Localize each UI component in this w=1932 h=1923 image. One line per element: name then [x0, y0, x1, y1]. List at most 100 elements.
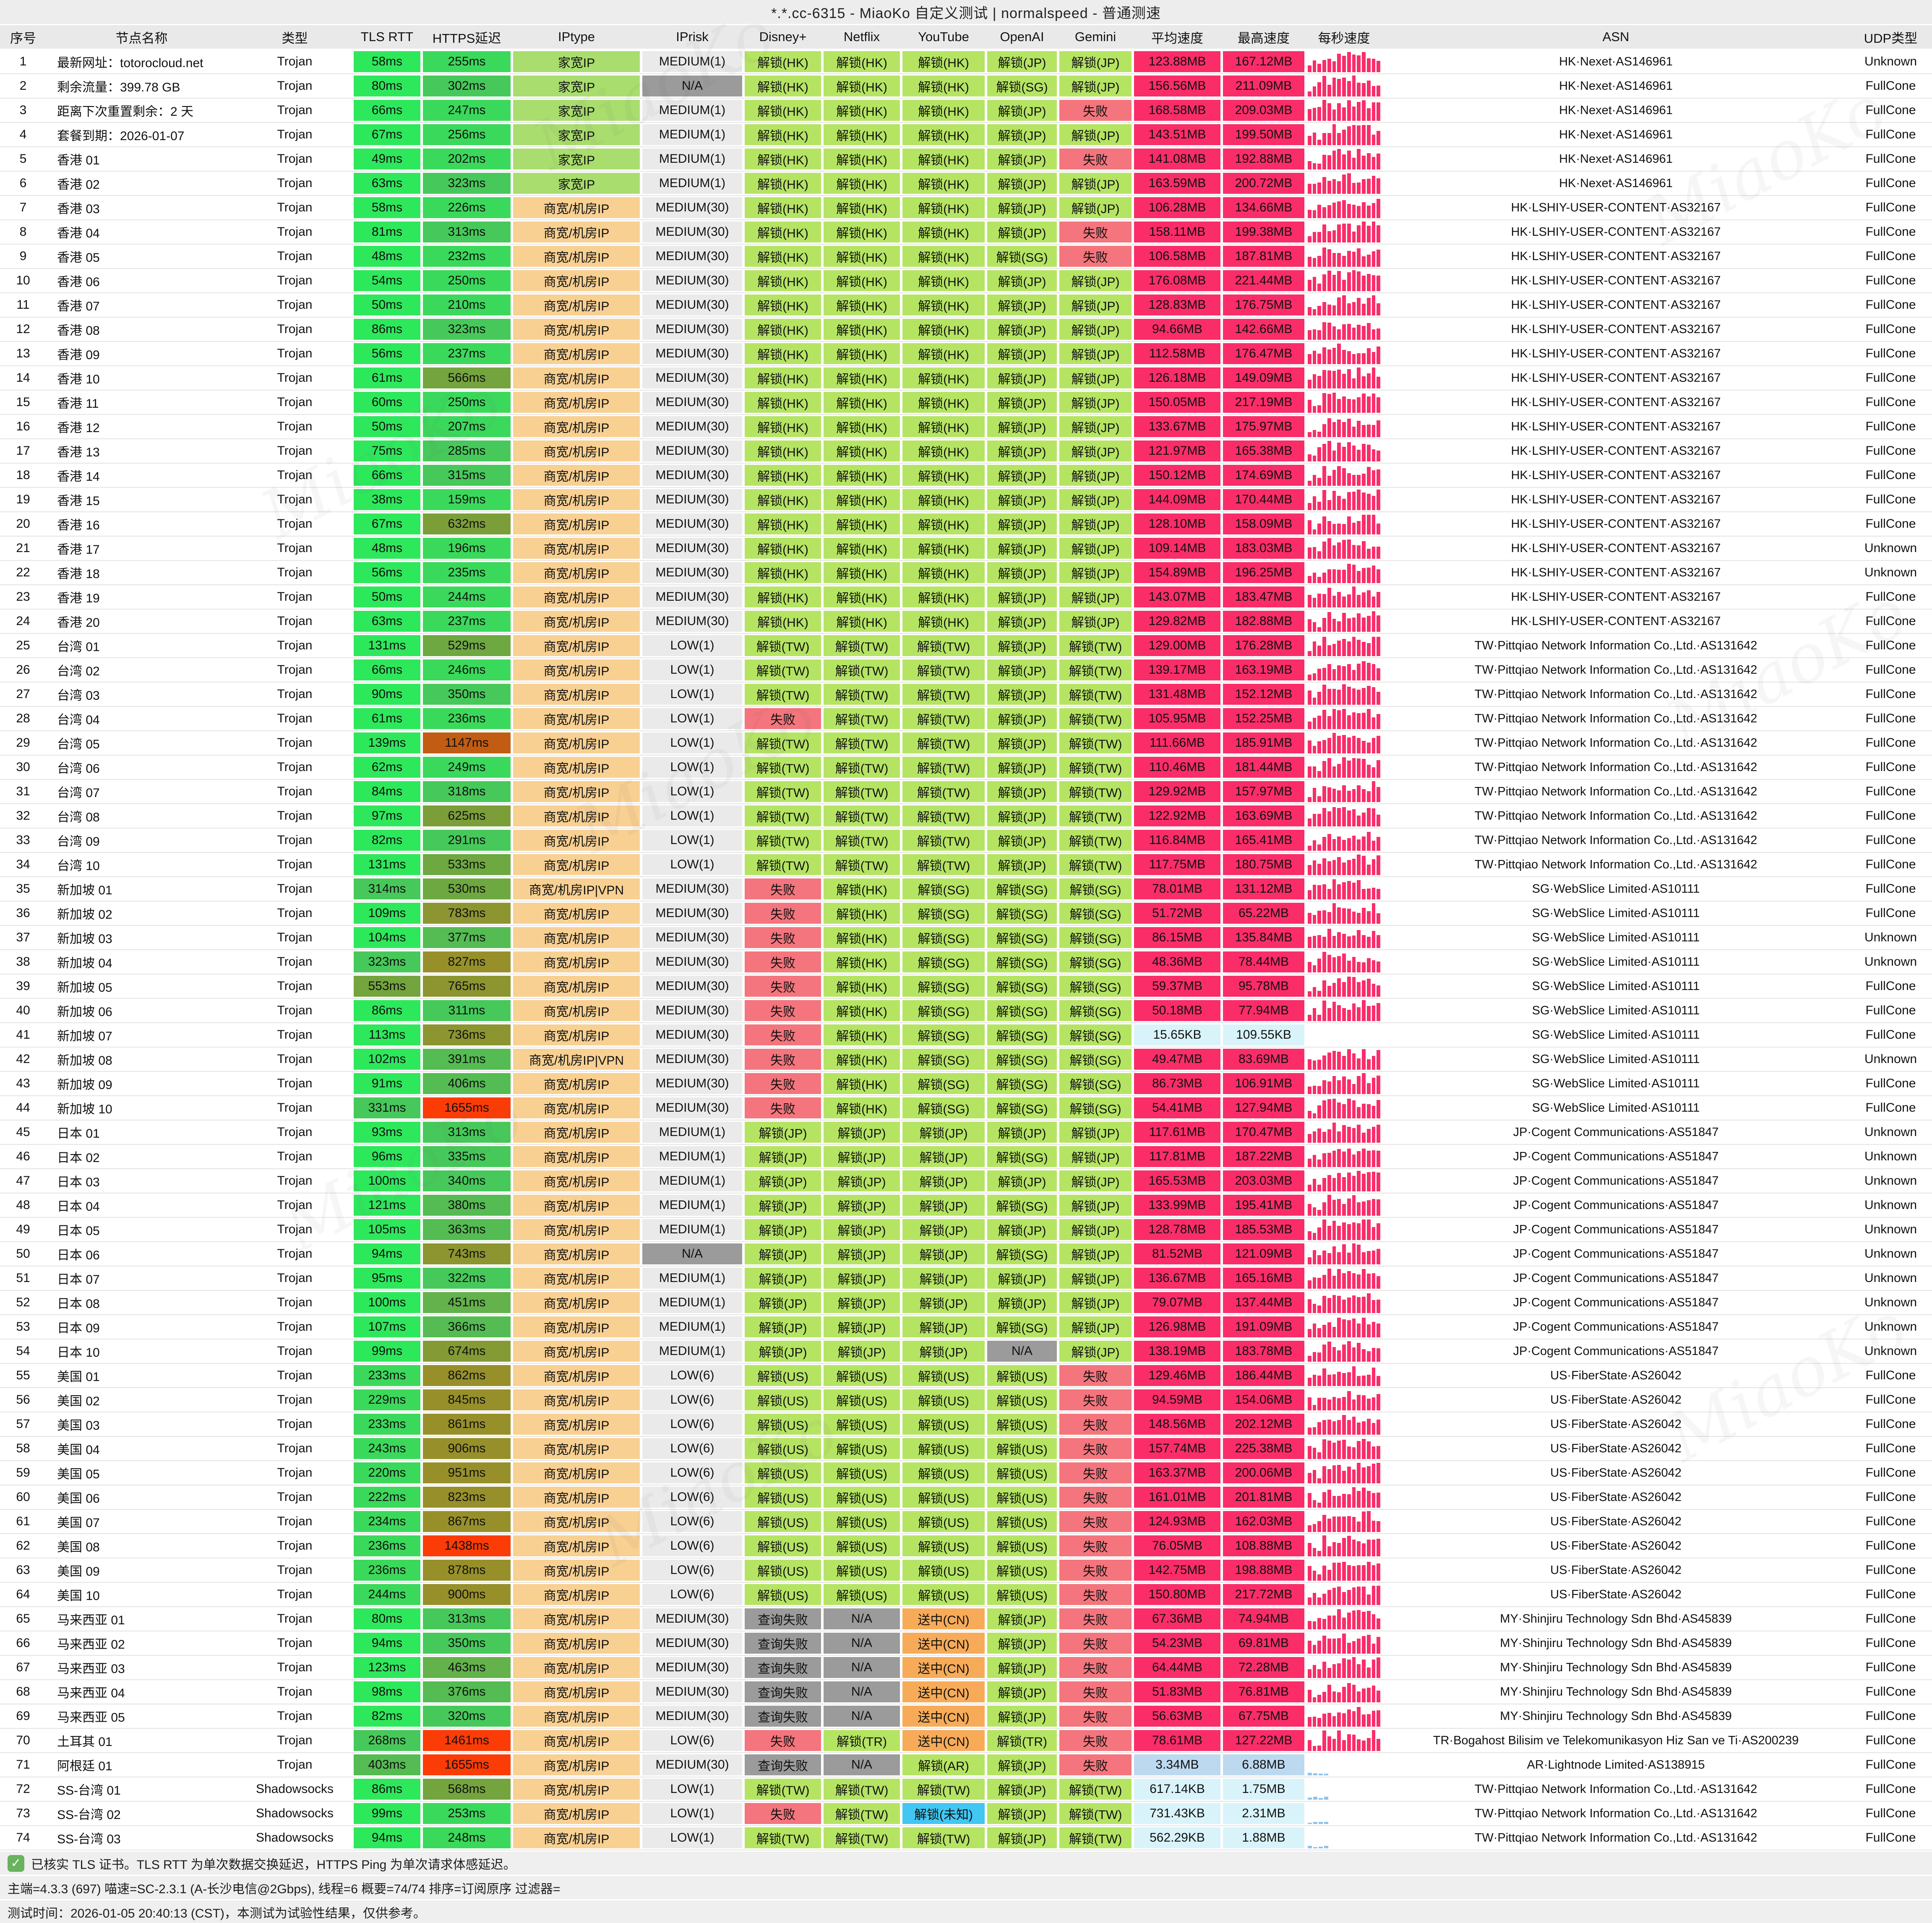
type-cell: Trojan: [237, 317, 352, 342]
speed-sparkline: [1306, 1120, 1382, 1145]
netflix-cell-pill: 解锁(US): [824, 1389, 900, 1410]
tls-rtt-cell: 123ms: [352, 1655, 422, 1680]
iptype-cell: 商宽/机房IP: [512, 852, 641, 877]
table-row: 23 香港 19 Trojan 50ms 244ms 商宽/机房IP MEDIUM(30) 解…: [0, 585, 1932, 610]
https-delay-cell: 823ms: [422, 1485, 512, 1510]
node-name-cell: 台湾 05: [46, 731, 237, 756]
youtube-cell: 解锁(US): [901, 1388, 986, 1412]
youtube-cell-pill: 解锁(HK): [902, 392, 985, 413]
sparkline-bars: [1308, 805, 1381, 826]
iprisk-cell-pill: LOW(6): [642, 1438, 742, 1459]
openai-cell-pill: 解锁(JP): [987, 1803, 1057, 1824]
speed-sparkline: [1306, 439, 1382, 464]
asn-cell: JP·Cogent Communications·AS51847: [1382, 1193, 1849, 1218]
index-cell: 33: [0, 828, 46, 853]
disney-cell-pill: 解锁(HK): [745, 367, 821, 388]
openai-cell: 解锁(JP): [986, 268, 1058, 293]
netflix-cell-pill: 解锁(HK): [824, 440, 900, 461]
type-cell: Trojan: [237, 901, 352, 926]
netflix-cell: 解锁(HK): [822, 1023, 901, 1047]
disney-cell-pill: 解锁(JP): [745, 1341, 821, 1362]
iptype-cell: 商宽/机房IP: [512, 658, 641, 683]
iptype-cell: 商宽/机房IP: [512, 536, 641, 561]
node-name-cell: 美国 03: [46, 1412, 237, 1437]
youtube-cell-pill: 解锁(JP): [902, 1195, 985, 1216]
type-cell: Trojan: [237, 585, 352, 610]
iprisk-cell-pill: LOW(6): [642, 1511, 742, 1532]
iprisk-cell-pill: LOW(6): [642, 1365, 742, 1386]
sparkline-bars: [1308, 416, 1381, 437]
youtube-cell: 解锁(HK): [901, 268, 986, 293]
table-row: 64 美国 10 Trojan 244ms 900ms 商宽/机房IP LOW(6) 解锁(U…: [0, 1582, 1932, 1607]
youtube-cell-pill: 送中(CN): [902, 1706, 985, 1727]
gemini-cell: 解锁(JP): [1058, 195, 1133, 220]
iptype-cell: 商宽/机房IP: [512, 487, 641, 512]
max-speed-cell: 183.47MB: [1222, 585, 1306, 610]
netflix-cell: 解锁(HK): [822, 414, 901, 439]
speed-sparkline: [1306, 1777, 1382, 1802]
type-cell: Trojan: [237, 1071, 352, 1096]
sparkline-bars: [1308, 903, 1381, 924]
iptype-cell-pill: 商宽/机房IP: [513, 1146, 640, 1167]
index-cell: 34: [0, 852, 46, 877]
https-delay-cell-pill: 335ms: [423, 1146, 511, 1167]
sparkline-bars: [1308, 1535, 1381, 1556]
youtube-cell-pill: 解锁(HK): [902, 319, 985, 340]
udp-type-cell: FullCone: [1849, 1534, 1932, 1558]
max-speed-cell: 149.09MB: [1222, 366, 1306, 391]
speed-sparkline: [1306, 852, 1382, 877]
index-cell: 36: [0, 901, 46, 926]
table-row: 42 新加坡 08 Trojan 102ms 391ms 商宽/机房IP|VPN MEDIU…: [0, 1047, 1932, 1072]
openai-cell: 解锁(JP): [986, 439, 1058, 464]
tls-rtt-cell-pill: 102ms: [354, 1049, 420, 1070]
udp-type-cell: FullCone: [1849, 1509, 1932, 1534]
openai-cell: 解锁(TR): [986, 1728, 1058, 1753]
openai-cell-pill: 解锁(JP): [987, 1827, 1057, 1848]
netflix-cell-pill: 解锁(HK): [824, 586, 900, 607]
https-delay-cell-pill: 244ms: [423, 586, 511, 607]
youtube-cell-pill: 解锁(SG): [902, 976, 985, 997]
iptype-cell-pill: 商宽/机房IP: [513, 927, 640, 948]
speed-sparkline: [1306, 195, 1382, 220]
speed-sparkline: [1306, 1582, 1382, 1607]
gemini-cell: 失败: [1058, 1582, 1133, 1607]
https-delay-cell-pill: 285ms: [423, 440, 511, 461]
gemini-cell-pill: 失败: [1059, 149, 1132, 169]
index-cell: 7: [0, 195, 46, 220]
index-cell: 43: [0, 1071, 46, 1096]
speed-sparkline: [1306, 585, 1382, 610]
type-cell: Trojan: [237, 609, 352, 634]
openai-cell: 解锁(SG): [986, 1315, 1058, 1339]
max-speed-cell: 72.28MB: [1222, 1655, 1306, 1680]
gemini-cell: 失败: [1058, 1363, 1133, 1388]
asn-cell: JP·Cogent Communications·AS51847: [1382, 1169, 1849, 1193]
disney-cell: 解锁(TW): [743, 852, 822, 877]
tls-rtt-cell: 75ms: [352, 439, 422, 464]
disney-cell: 解锁(HK): [743, 536, 822, 561]
tls-rtt-cell-pill: 107ms: [354, 1316, 420, 1337]
gemini-cell: 解锁(JP): [1058, 560, 1133, 585]
https-delay-cell-pill: 313ms: [423, 1608, 511, 1629]
gemini-cell: 解锁(TW): [1058, 1777, 1133, 1802]
tls-rtt-cell: 66ms: [352, 98, 422, 123]
max-speed-cell-pill: 1.75MB: [1223, 1779, 1304, 1800]
max-speed-cell: 201.81MB: [1222, 1485, 1306, 1510]
youtube-cell: 解锁(HK): [901, 341, 986, 366]
disney-cell: 失败: [743, 998, 822, 1023]
iprisk-cell: MEDIUM(1): [641, 1120, 743, 1145]
table-row: 20 香港 16 Trojan 67ms 632ms 商宽/机房IP MEDIUM(30) 解…: [0, 512, 1932, 537]
netflix-cell: 解锁(TW): [822, 852, 901, 877]
youtube-cell: 解锁(TW): [901, 633, 986, 658]
youtube-cell-pill: 解锁(JP): [902, 1316, 985, 1337]
sparkline-bars: [1308, 1633, 1381, 1654]
https-delay-cell: 1147ms: [422, 731, 512, 756]
disney-cell-pill: 解锁(US): [745, 1511, 821, 1532]
gemini-cell: 解锁(TW): [1058, 658, 1133, 683]
youtube-cell-pill: 解锁(HK): [902, 221, 985, 242]
youtube-cell-pill: 解锁(JP): [902, 1243, 985, 1264]
node-name-cell: 新加坡 08: [46, 1047, 237, 1072]
disney-cell-pill: 查询失败: [745, 1681, 821, 1702]
https-delay-cell: 313ms: [422, 220, 512, 245]
node-name-cell: 香港 06: [46, 268, 237, 293]
speed-sparkline: [1306, 1363, 1382, 1388]
